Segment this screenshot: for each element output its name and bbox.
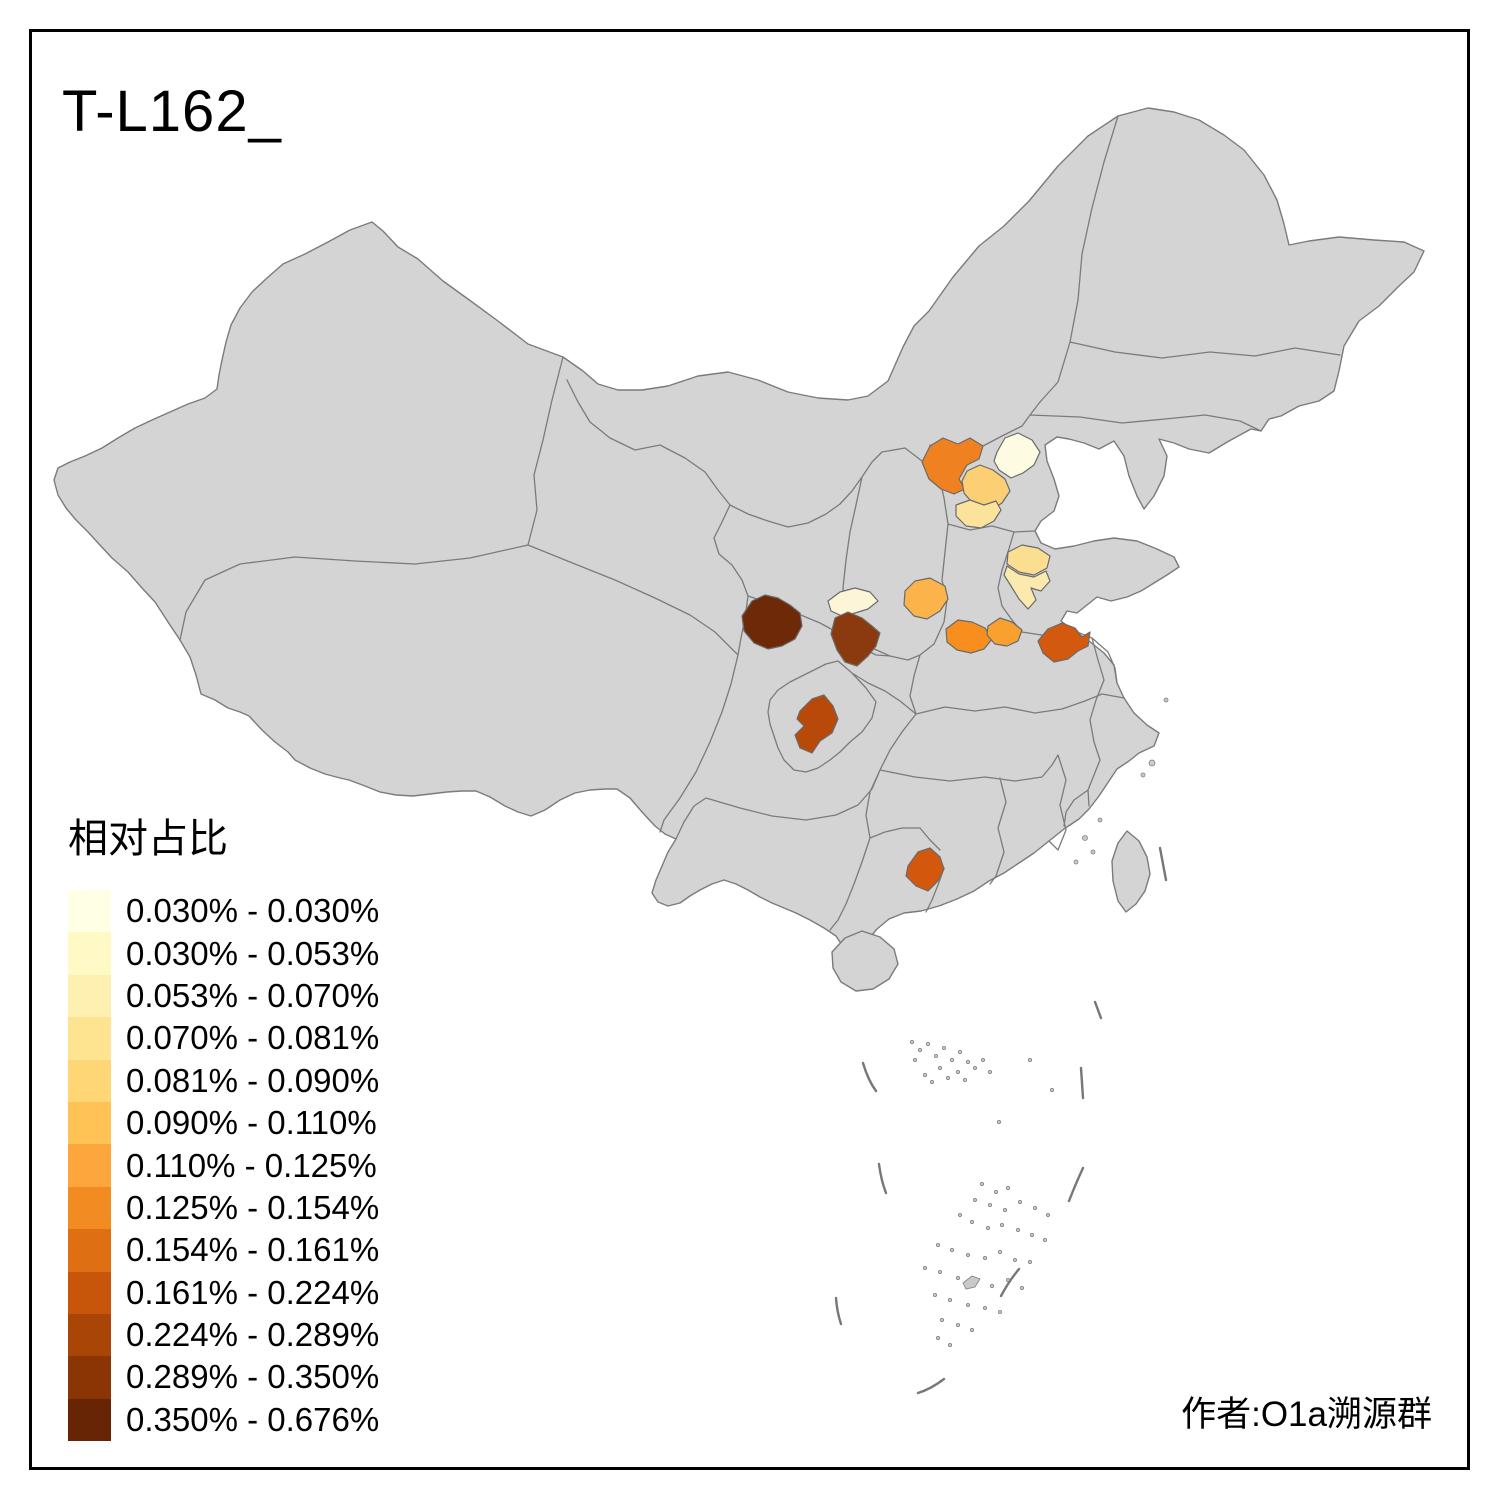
legend-item: 0.125% - 0.154% bbox=[68, 1186, 380, 1230]
legend-title: 相对占比 bbox=[68, 817, 228, 861]
legend-item: 0.090% - 0.110% bbox=[68, 1101, 379, 1145]
legend-swatch bbox=[68, 1313, 111, 1357]
legend-swatch bbox=[68, 974, 111, 1018]
legend-swatch bbox=[68, 890, 111, 933]
legend-label: 0.125% - 0.154% bbox=[126, 1188, 380, 1226]
spratly-islet bbox=[962, 1275, 981, 1290]
legend-swatch bbox=[68, 1186, 111, 1230]
legend-swatch bbox=[68, 1229, 111, 1272]
region-linxia bbox=[827, 587, 879, 617]
legend-swatch bbox=[68, 1356, 111, 1399]
legend-label: 0.110% - 0.125% bbox=[126, 1146, 377, 1184]
region-luoyang bbox=[945, 619, 993, 654]
legend-label: 0.030% - 0.053% bbox=[126, 934, 380, 972]
region-zhangjiakou bbox=[921, 437, 984, 495]
legend-item: 0.030% - 0.030% bbox=[68, 890, 380, 933]
highlighted-regions bbox=[741, 432, 1091, 892]
region-shangqiu bbox=[1037, 622, 1091, 663]
south-china-sea-islands bbox=[910, 1040, 1055, 1348]
legend-label: 0.070% - 0.081% bbox=[126, 1019, 380, 1057]
region-shandong-south bbox=[1003, 565, 1051, 610]
legend-label: 0.030% - 0.030% bbox=[126, 892, 380, 930]
legend-swatch bbox=[68, 1271, 111, 1314]
legend-label: 0.161% - 0.224% bbox=[126, 1273, 380, 1311]
region-shandong-north bbox=[1006, 544, 1051, 576]
province-borders bbox=[179, 115, 1341, 931]
legend-label: 0.154% - 0.161% bbox=[126, 1231, 380, 1269]
plot-frame bbox=[29, 29, 1470, 1470]
legend-item: 0.110% - 0.125% bbox=[68, 1144, 379, 1187]
region-beijing bbox=[993, 432, 1041, 479]
coastal-islets bbox=[1073, 697, 1169, 865]
legend-swatch bbox=[68, 1017, 111, 1060]
legend-swatch bbox=[68, 1398, 111, 1442]
legend: 相对占比 0.030% - 0.030% 0.030% - 0.053% 0.053… bbox=[68, 806, 380, 1442]
region-zhengzhou bbox=[986, 617, 1023, 647]
region-wuzhou bbox=[905, 847, 945, 892]
page-title: T-L162_ bbox=[62, 79, 282, 144]
region-gannan bbox=[741, 594, 803, 650]
legend-item: 0.350% - 0.676% bbox=[68, 1398, 380, 1442]
region-changzhi bbox=[903, 577, 949, 620]
legend-item: 0.161% - 0.224% bbox=[68, 1271, 380, 1314]
region-shijiazhuang bbox=[955, 499, 1002, 529]
legend-item: 0.081% - 0.090% bbox=[68, 1059, 380, 1102]
legend-swatch bbox=[68, 1144, 111, 1187]
legend-swatch bbox=[68, 1059, 111, 1102]
legend-item: 0.224% - 0.289% bbox=[68, 1313, 380, 1357]
legend-label: 0.090% - 0.110% bbox=[126, 1104, 377, 1142]
nine-dash-line bbox=[834, 846, 1168, 1395]
legend-label: 0.224% - 0.289% bbox=[126, 1316, 380, 1354]
region-guangyuan bbox=[794, 694, 839, 754]
legend-item: 0.030% - 0.053% bbox=[68, 932, 380, 975]
legend-item: 0.154% - 0.161% bbox=[68, 1229, 380, 1272]
region-longnan bbox=[830, 611, 881, 667]
legend-item: 0.070% - 0.081% bbox=[68, 1017, 380, 1060]
legend-label: 0.289% - 0.350% bbox=[126, 1358, 380, 1396]
legend-label: 0.350% - 0.676% bbox=[126, 1400, 380, 1438]
hainan-island bbox=[831, 930, 899, 992]
attribution: 作者:O1a溯源群 bbox=[1181, 1395, 1432, 1434]
legend-swatch bbox=[68, 1101, 111, 1145]
legend-rows: 0.030% - 0.030% 0.030% - 0.053% 0.053% - 0… bbox=[68, 890, 380, 1442]
legend-swatch bbox=[68, 932, 111, 975]
legend-label: 0.081% - 0.090% bbox=[126, 1061, 380, 1099]
legend-item: 0.053% - 0.070% bbox=[68, 974, 380, 1018]
legend-label: 0.053% - 0.070% bbox=[126, 976, 380, 1014]
china-mainland bbox=[53, 107, 1425, 964]
taiwan-island bbox=[1111, 830, 1151, 913]
legend-item: 0.289% - 0.350% bbox=[68, 1356, 380, 1399]
region-baoding bbox=[961, 464, 1011, 512]
